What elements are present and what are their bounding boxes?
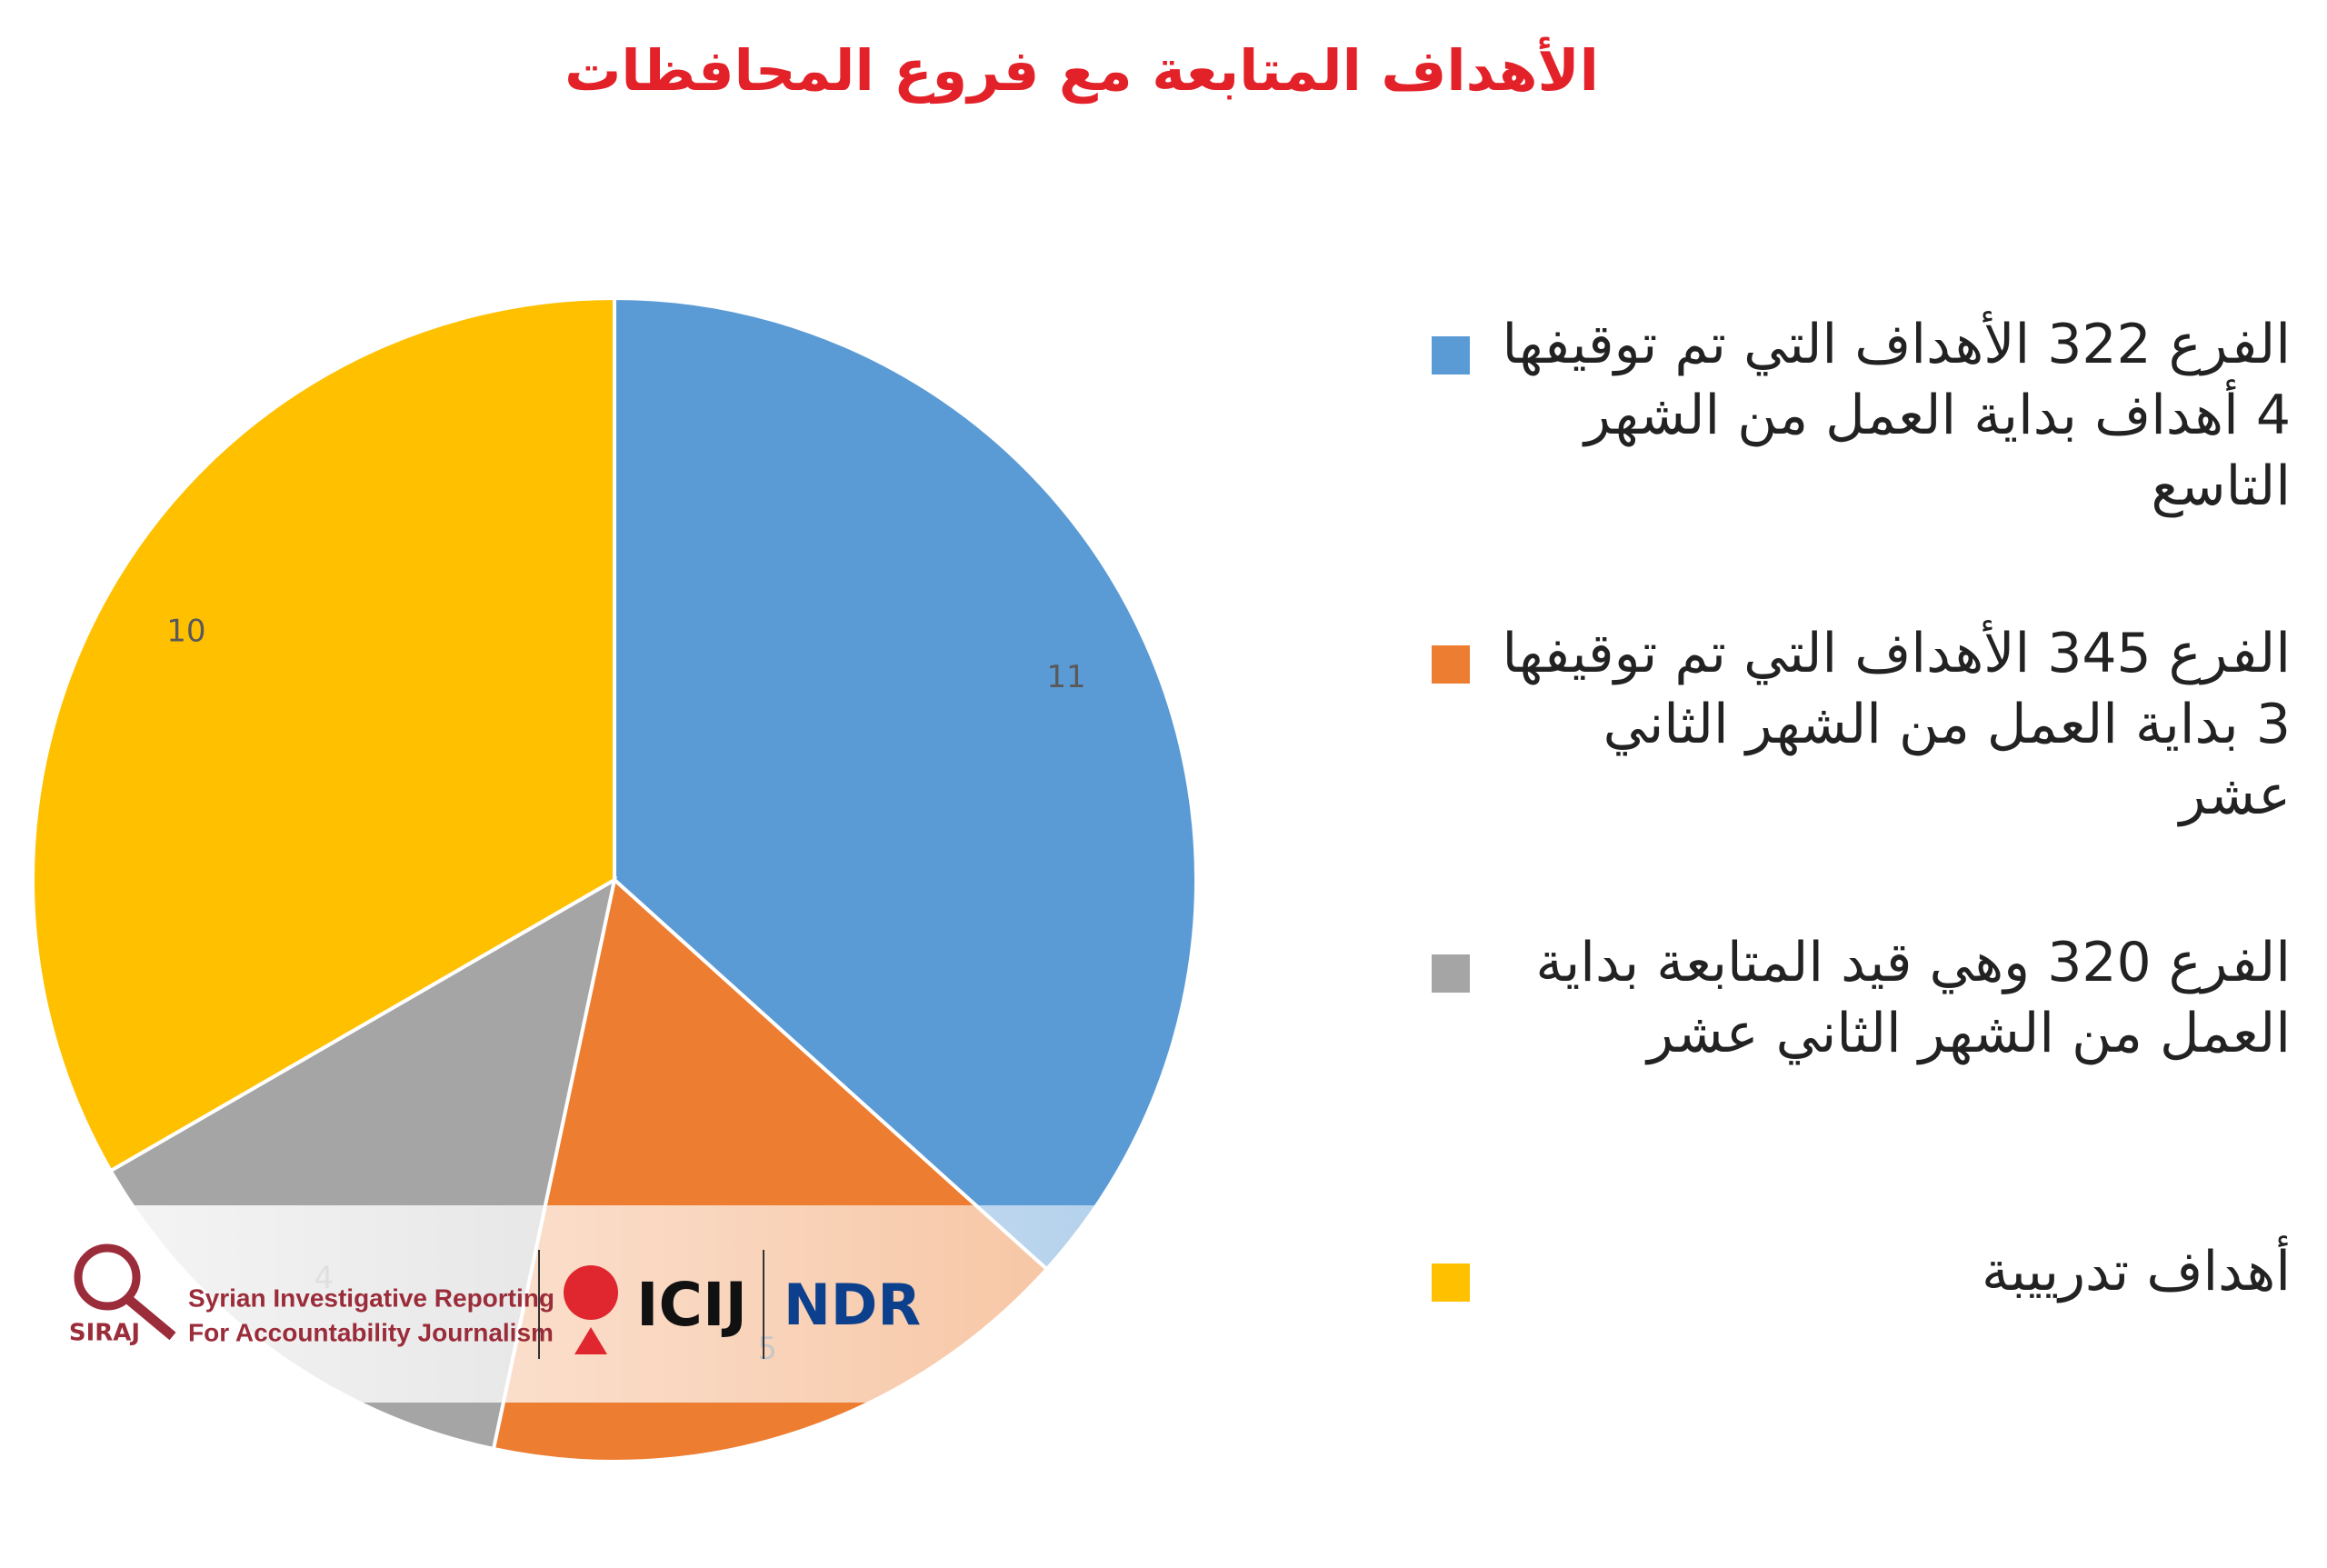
data-label: 11	[1046, 659, 1085, 695]
icij-triangle	[574, 1327, 607, 1354]
data-label: 10	[166, 614, 205, 650]
pie-slice	[613, 295, 1198, 1273]
ndr-name: NDR	[784, 1272, 921, 1338]
icij-name: ICIJ	[636, 1270, 747, 1340]
legend-swatch	[1432, 645, 1470, 684]
siraj-tagline: Syrian Investigative Reporting	[188, 1283, 554, 1312]
legend-label: الفرع 322 الأهداف التي تم توقيفها 4 أهدا…	[1502, 313, 2291, 518]
legend-label: أهداف تدرييبة	[1982, 1240, 2291, 1303]
legend-swatch	[1432, 954, 1470, 993]
siraj-icon	[74, 1243, 141, 1311]
legend-label: الفرع 320 وهي قيد المتابعة بداية العمل م…	[1535, 931, 2291, 1065]
legend-swatch	[1432, 336, 1470, 375]
pie-slice	[31, 295, 616, 1174]
legend-swatch	[1432, 1263, 1470, 1302]
icij-globe	[564, 1265, 618, 1320]
legend-label: الفرع 345 الأهداف التي تم توقيفها 3 بداي…	[1502, 622, 2291, 827]
siraj-icon	[125, 1295, 176, 1341]
siraj-tagline: For Accountability Journalism	[188, 1318, 554, 1346]
siraj-name: SIRAJ	[69, 1320, 140, 1347]
chart-title: الأهداف المتابعة مع فروع المحافظات	[564, 36, 1599, 104]
